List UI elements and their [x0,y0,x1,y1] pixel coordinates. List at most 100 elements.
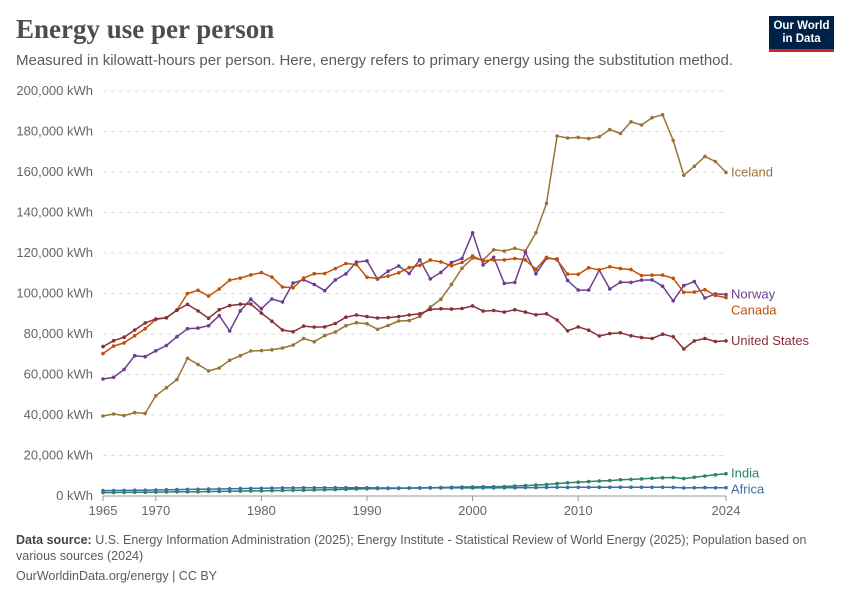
data-point[interactable] [365,314,369,319]
data-point[interactable] [544,482,549,487]
data-point[interactable] [502,281,507,286]
data-point[interactable] [249,297,253,302]
data-point[interactable] [154,394,158,398]
data-point[interactable] [660,273,665,277]
data-point[interactable] [344,261,348,266]
series-iceland[interactable] [101,112,728,418]
data-point[interactable] [660,284,665,289]
data-point[interactable] [196,362,200,367]
data-point[interactable] [586,328,591,333]
data-point[interactable] [312,271,317,276]
data-point[interactable] [608,287,612,291]
data-point[interactable] [217,366,221,370]
data-point[interactable] [322,271,327,276]
data-point[interactable] [175,487,179,492]
data-point[interactable] [132,410,137,415]
data-point[interactable] [206,294,211,298]
data-point[interactable] [449,307,454,311]
data-point[interactable] [217,307,221,312]
data-point[interactable] [312,325,317,329]
data-point[interactable] [671,485,675,490]
series-label-africa[interactable]: Africa [731,482,765,497]
series-united-states[interactable] [101,302,728,351]
data-point[interactable] [703,485,707,490]
data-point[interactable] [639,485,644,490]
data-point[interactable] [101,344,105,349]
series-line[interactable] [102,255,727,355]
data-point[interactable] [196,309,200,313]
data-point[interactable] [660,485,665,490]
data-point[interactable] [196,326,200,330]
data-point[interactable] [491,258,496,262]
data-point[interactable] [660,332,665,337]
data-point[interactable] [470,304,475,308]
data-point[interactable] [491,308,496,313]
data-point[interactable] [259,489,264,493]
data-point[interactable] [439,270,443,275]
data-point[interactable] [206,369,211,373]
data-point[interactable] [418,314,422,319]
data-point[interactable] [597,485,602,490]
data-point[interactable] [122,367,126,372]
data-point[interactable] [523,485,528,490]
data-point[interactable] [206,323,211,328]
data-point[interactable] [354,320,359,325]
data-point[interactable] [618,131,623,136]
data-point[interactable] [418,312,422,316]
series-label-norway[interactable]: Norway [731,287,776,302]
data-point[interactable] [143,321,147,325]
data-point[interactable] [143,326,147,331]
data-point[interactable] [196,288,200,293]
data-point[interactable] [217,487,221,491]
data-point[interactable] [534,485,538,490]
data-point[interactable] [650,485,654,490]
data-point[interactable] [259,348,264,353]
data-point[interactable] [555,258,559,262]
data-point[interactable] [154,349,158,353]
data-point[interactable] [682,290,686,295]
data-point[interactable] [502,249,507,253]
data-point[interactable] [491,255,496,260]
data-point[interactable] [449,282,454,287]
data-point[interactable] [143,411,147,416]
data-point[interactable] [639,477,644,481]
data-point[interactable] [227,329,232,333]
data-point[interactable] [164,343,169,348]
data-point[interactable] [713,159,718,164]
data-point[interactable] [513,307,517,312]
data-point[interactable] [470,254,475,258]
data-point[interactable] [301,324,306,328]
data-point[interactable] [249,489,253,493]
data-point[interactable] [565,278,570,283]
data-point[interactable] [280,486,285,490]
data-point[interactable] [586,479,591,484]
data-point[interactable] [629,120,633,124]
data-point[interactable] [460,306,464,311]
data-point[interactable] [639,335,644,340]
data-point[interactable] [196,487,200,492]
series-label-united-states[interactable]: United States [731,333,810,348]
data-point[interactable] [333,266,338,271]
data-point[interactable] [312,282,317,287]
data-point[interactable] [618,485,623,490]
data-point[interactable] [618,331,623,335]
data-point[interactable] [586,266,591,270]
data-point[interactable] [650,476,654,481]
data-point[interactable] [460,260,464,265]
data-point[interactable] [322,325,327,329]
data-point[interactable] [280,300,285,304]
data-point[interactable] [365,275,369,280]
data-point[interactable] [491,248,496,252]
data-point[interactable] [407,271,412,276]
data-point[interactable] [576,480,580,485]
data-point[interactable] [280,328,285,332]
data-point[interactable] [301,276,306,280]
data-point[interactable] [259,486,264,491]
data-point[interactable] [724,170,728,175]
data-point[interactable] [386,323,390,328]
data-point[interactable] [629,485,633,490]
data-point[interactable] [513,485,517,490]
data-point[interactable] [333,321,338,326]
data-point[interactable] [502,310,507,314]
data-point[interactable] [449,260,454,265]
